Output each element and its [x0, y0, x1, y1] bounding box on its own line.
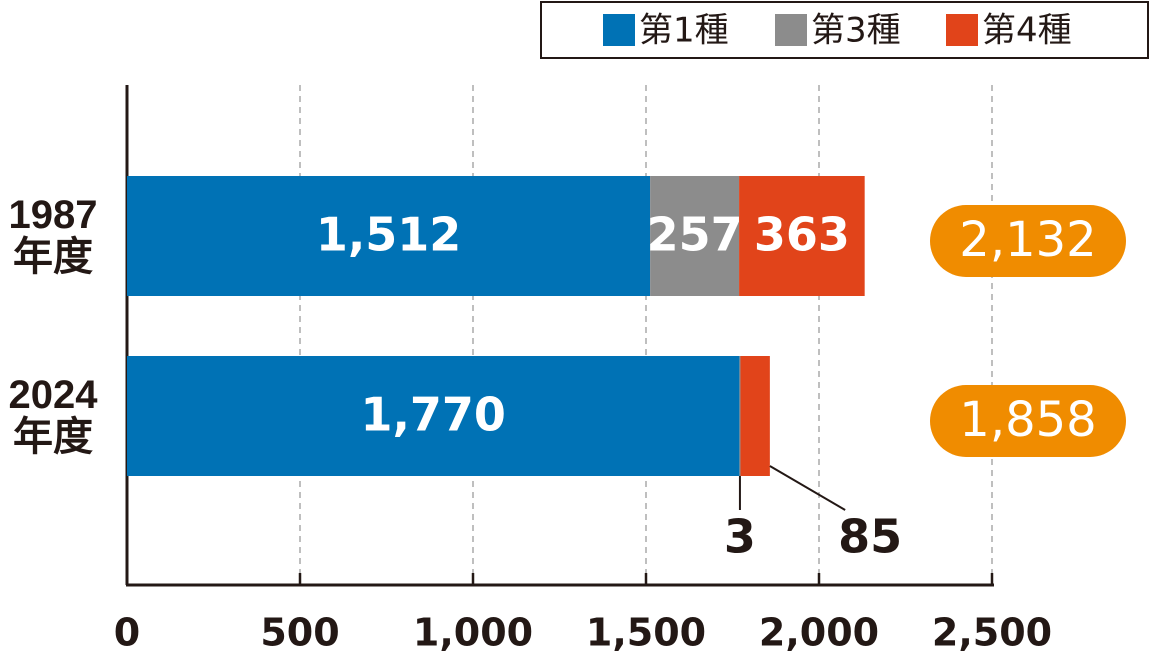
x-tick-label: 1,500: [586, 611, 706, 655]
x-tick-label: 1,000: [413, 611, 533, 655]
bar-segment: [739, 356, 741, 476]
legend-label: 第3種: [811, 11, 901, 51]
y-tick-label: 2024 年度: [8, 373, 98, 459]
x-tick-label: 0: [114, 611, 140, 655]
total-badge: [930, 205, 1126, 277]
y-tick-label: 1987 年度: [8, 193, 98, 279]
legend-label: 第1種: [639, 11, 729, 51]
bar-segment: [650, 176, 740, 296]
bar-segment: [739, 176, 865, 296]
x-tick-label: 2,000: [759, 611, 879, 655]
total-label: 1,858: [959, 392, 1096, 448]
x-tick-label: 2,500: [932, 611, 1052, 655]
total-label: 2,132: [959, 212, 1096, 268]
bar-segment: [127, 356, 740, 476]
data-label: 1,770: [360, 388, 506, 442]
data-label: 363: [754, 208, 850, 262]
leader-line: [769, 465, 846, 511]
legend-box: [540, 1, 1149, 59]
legend-swatch: [603, 14, 635, 46]
data-label: 1,512: [316, 208, 462, 262]
bar-segment: [740, 356, 770, 476]
data-label: 3: [724, 510, 756, 564]
data-label: 85: [838, 510, 902, 564]
legend-label: 第4種: [982, 11, 1072, 51]
bar-segment: [127, 176, 651, 296]
legend-swatch: [946, 14, 978, 46]
data-label: 257: [647, 208, 743, 262]
legend-swatch: [775, 14, 807, 46]
total-badge: [930, 385, 1126, 457]
x-tick-label: 500: [260, 611, 339, 655]
